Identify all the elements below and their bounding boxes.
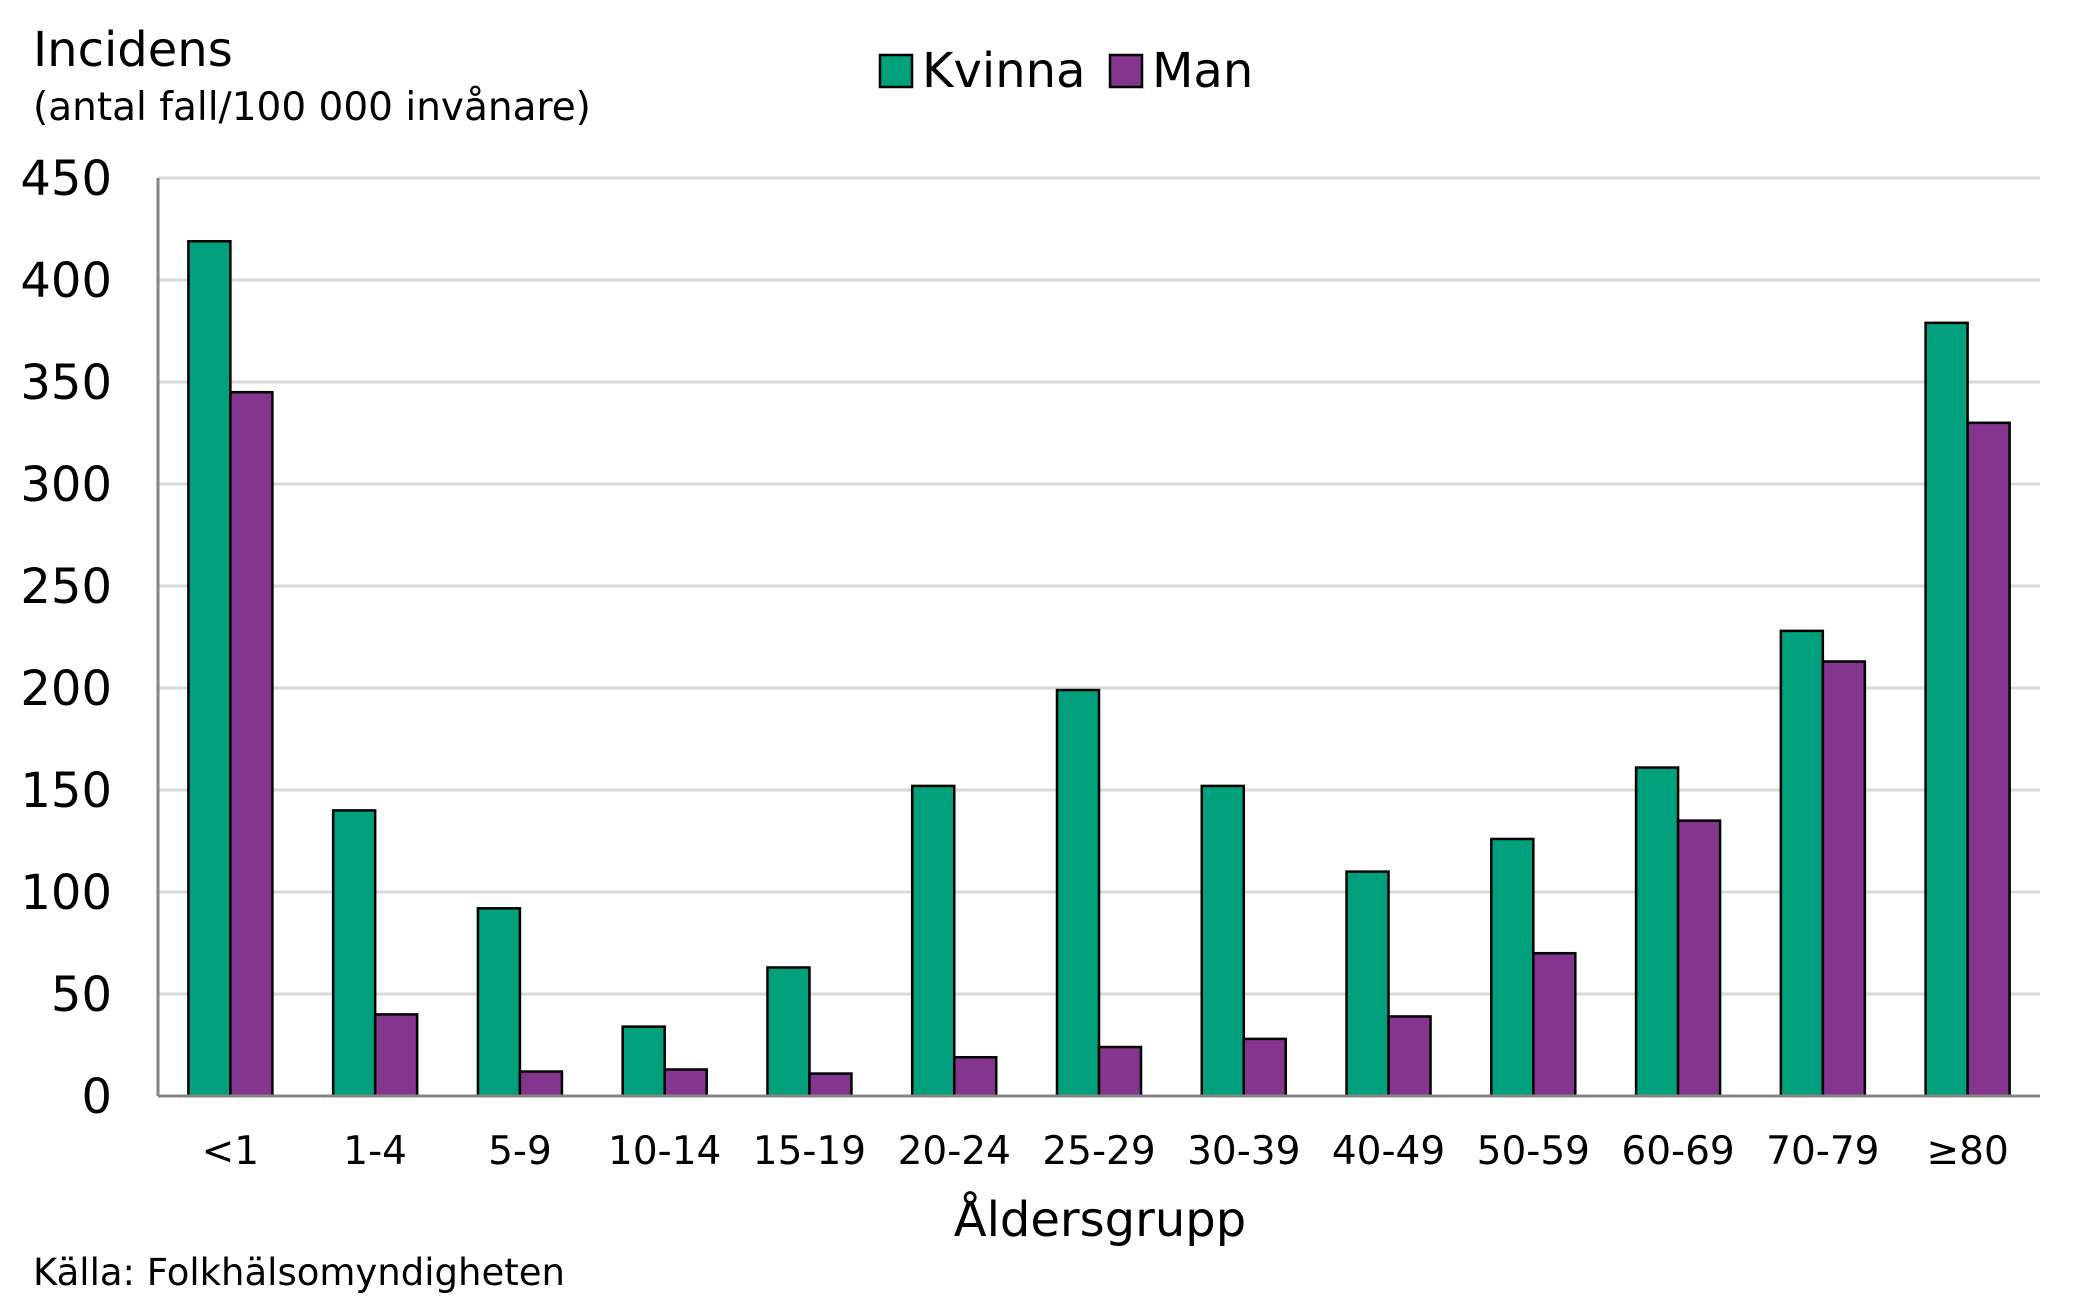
- bar-kvinna: [476, 907, 522, 1098]
- y-axis-title: Incidens: [33, 22, 233, 78]
- y-axis-subtitle: (antal fall/100 000 invånare): [33, 85, 591, 130]
- bar-kvinna: [1779, 629, 1825, 1098]
- bar-kvinna: [1345, 870, 1390, 1098]
- bar-man: [1097, 1045, 1143, 1098]
- bar-kvinna: [910, 784, 956, 1098]
- bar-kvinna: [1490, 837, 1535, 1098]
- bar-man: [663, 1068, 708, 1098]
- x-tick-label: 10-14: [608, 1129, 721, 1174]
- x-tick-label: ≥80: [1926, 1129, 2008, 1174]
- bar-kvinna: [621, 1025, 666, 1098]
- y-tick-label: 100: [20, 865, 112, 921]
- bar-man: [1532, 951, 1577, 1098]
- bar-man: [808, 1072, 853, 1098]
- x-tick-label: 5-9: [488, 1129, 552, 1174]
- y-tick-label: 0: [81, 1069, 112, 1125]
- legend-label-kvinna: Kvinna: [922, 43, 1085, 99]
- bar-man: [952, 1055, 998, 1098]
- bar-kvinna: [331, 809, 377, 1098]
- x-tick-label: 1-4: [343, 1129, 407, 1174]
- x-tick-label: <1: [202, 1129, 260, 1174]
- bar-kvinna: [187, 239, 232, 1098]
- bar-man: [229, 390, 274, 1098]
- x-tick-label: 15-19: [753, 1129, 866, 1174]
- bar-man: [518, 1070, 564, 1098]
- y-tick-label: 250: [20, 559, 112, 615]
- bar-man: [1387, 1015, 1432, 1098]
- legend-label-man: Man: [1152, 43, 1253, 99]
- legend-swatch-kvinna: [878, 53, 914, 89]
- y-tick-label: 400: [20, 253, 112, 309]
- y-tick-label: 50: [51, 967, 112, 1023]
- y-axis: 0 50 100 150 200 250 300 350 400 450: [20, 151, 160, 1125]
- x-axis-title: Åldersgrupp: [954, 1191, 1246, 1248]
- x-tick-label: 25-29: [1042, 1129, 1155, 1174]
- bar-man: [1966, 421, 2011, 1098]
- y-tick-label: 300: [20, 457, 112, 513]
- legend: Kvinna Man: [878, 43, 1253, 99]
- x-tick-label: 60-69: [1621, 1129, 1734, 1174]
- bars: [187, 239, 2011, 1098]
- bar-kvinna: [766, 966, 811, 1098]
- bar-kvinna: [1924, 321, 1969, 1098]
- bar-man: [1242, 1037, 1288, 1098]
- bar-man: [1676, 819, 1722, 1098]
- bar-man: [1821, 660, 1867, 1098]
- bar-kvinna: [1634, 766, 1680, 1098]
- y-tick-label: 200: [20, 661, 112, 717]
- y-tick-label: 350: [20, 355, 112, 411]
- bar-kvinna: [1200, 784, 1246, 1098]
- gridlines: [158, 176, 2040, 996]
- x-tick-label: 30-39: [1187, 1129, 1300, 1174]
- bar-man: [373, 1013, 419, 1098]
- legend-swatch-man: [1108, 53, 1144, 89]
- x-tick-label: 70-79: [1766, 1129, 1879, 1174]
- x-tick-label: 50-59: [1477, 1129, 1590, 1174]
- bar-kvinna: [1055, 688, 1101, 1098]
- x-tick-label: 40-49: [1332, 1129, 1445, 1174]
- y-tick-label: 150: [20, 763, 112, 819]
- x-axis: <1 1-4 5-9 10-14 15-19 20-24 25-29 30-39 40-49 50…: [158, 1094, 2040, 1174]
- x-tick-label: 20-24: [898, 1129, 1011, 1174]
- source-note: Källa: Folkhälsomyndigheten: [33, 1251, 565, 1294]
- y-tick-label: 450: [20, 151, 112, 207]
